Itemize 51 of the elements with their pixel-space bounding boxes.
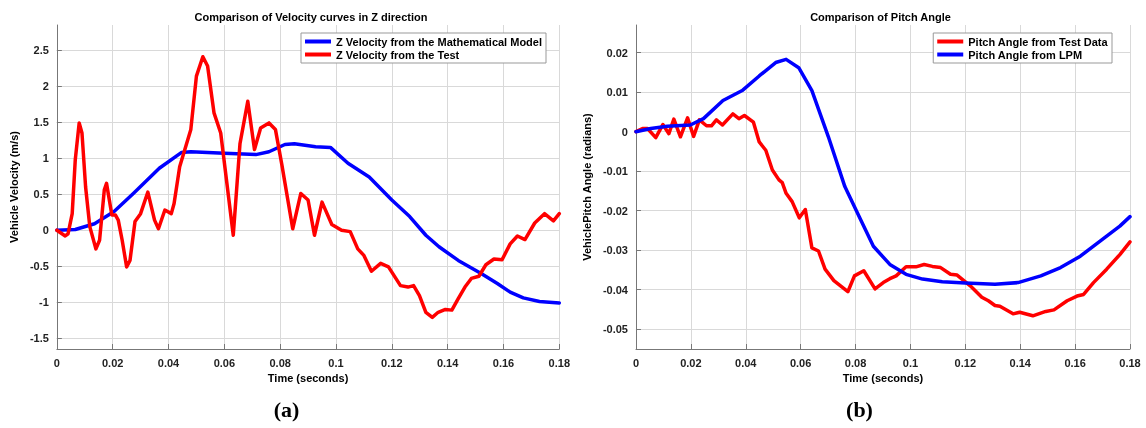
x-tick-label: 0.08 bbox=[269, 356, 291, 369]
line-series bbox=[55, 142, 562, 305]
y-tick-label: -0.02 bbox=[602, 204, 628, 217]
y-tick-label: 0 bbox=[42, 224, 49, 237]
x-tick-label: 0.18 bbox=[548, 356, 571, 369]
y-tick-label: 1 bbox=[42, 152, 49, 165]
y-tick-label: -1 bbox=[39, 296, 49, 309]
x-tick-label: 0.06 bbox=[789, 356, 812, 369]
x-tick-label: 0 bbox=[53, 356, 60, 369]
x-tick-label: 0.14 bbox=[1009, 356, 1032, 369]
text: (b) bbox=[846, 396, 873, 422]
y-tick-label: 0.5 bbox=[33, 188, 49, 201]
y-tick-label: -1.5 bbox=[29, 332, 49, 345]
x-tick-label: 0.08 bbox=[844, 356, 867, 369]
x-tick-label: 0.16 bbox=[492, 356, 515, 369]
x-tick-label: 0.1 bbox=[328, 356, 344, 369]
y-tick-label: -0.01 bbox=[602, 165, 628, 178]
x-tick-label: 0.12 bbox=[381, 356, 403, 369]
y-tick-label: 1.5 bbox=[33, 116, 49, 129]
x-tick-label: 0.18 bbox=[1119, 356, 1141, 369]
y-tick-label: -0.03 bbox=[602, 244, 628, 257]
legend-label: Z Velocity from the Mathematical Model bbox=[336, 35, 543, 48]
x-tick-label: 0.14 bbox=[436, 356, 460, 369]
y-axis-title: Vehicle Velocity (m/s) bbox=[7, 130, 20, 243]
x-tick-label: 0 bbox=[632, 356, 640, 369]
line-series bbox=[634, 112, 1132, 318]
y-tick-label: -0.05 bbox=[602, 323, 628, 336]
y-tick-label: -0.5 bbox=[29, 260, 49, 273]
y-tick-label: 0.01 bbox=[606, 86, 628, 99]
y-tick-label: 0.02 bbox=[606, 46, 628, 59]
legend-label: Pitch Angle from LPM bbox=[968, 48, 1083, 61]
text: (a) bbox=[273, 396, 300, 422]
legend-label: Z Velocity from the Test bbox=[336, 48, 460, 61]
y-tick-label: 0 bbox=[621, 125, 628, 138]
chart-title: Comparison of Velocity curves in Z direction bbox=[194, 10, 428, 23]
x-axis-title: Time (seconds) bbox=[267, 372, 349, 385]
y-axis-title: VehiclePitch Angle (radians) bbox=[580, 112, 593, 261]
x-tick-label: 0.02 bbox=[680, 356, 702, 369]
chart-title: Comparison of Pitch Angle bbox=[810, 10, 951, 23]
x-tick-label: 0.02 bbox=[101, 356, 124, 369]
y-tick-label: 2 bbox=[42, 80, 49, 93]
x-tick-label: 0.16 bbox=[1064, 356, 1086, 369]
y-tick-label: 2.5 bbox=[33, 44, 49, 57]
legend-label: Pitch Angle from Test Data bbox=[968, 35, 1109, 48]
x-tick-label: 0.04 bbox=[735, 356, 758, 369]
x-tick-label: 0.06 bbox=[213, 356, 236, 369]
x-tick-label: 0.12 bbox=[954, 356, 977, 369]
x-tick-label: 0.1 bbox=[902, 356, 919, 369]
x-tick-label: 0.04 bbox=[157, 356, 181, 369]
x-axis-title: Time (seconds) bbox=[842, 372, 924, 385]
y-tick-label: -0.04 bbox=[602, 283, 629, 296]
